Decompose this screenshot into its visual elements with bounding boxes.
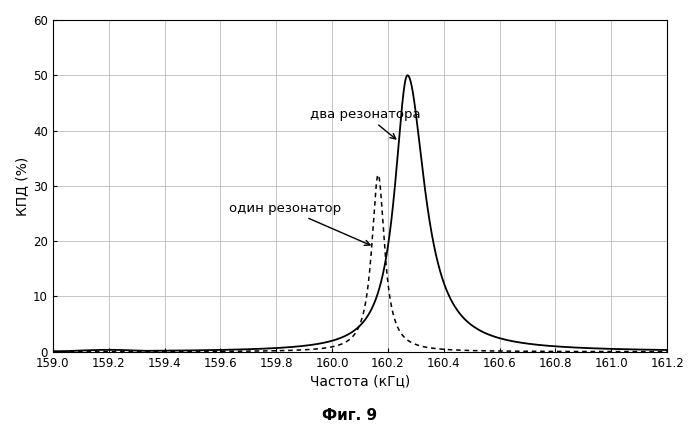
Text: два резонатора: два резонатора	[310, 108, 420, 139]
X-axis label: Частота (кГц): Частота (кГц)	[310, 374, 410, 388]
Y-axis label: КПД (%): КПД (%)	[15, 156, 29, 215]
Text: один резонатор: один резонатор	[229, 201, 370, 245]
Text: Фиг. 9: Фиг. 9	[322, 408, 377, 423]
